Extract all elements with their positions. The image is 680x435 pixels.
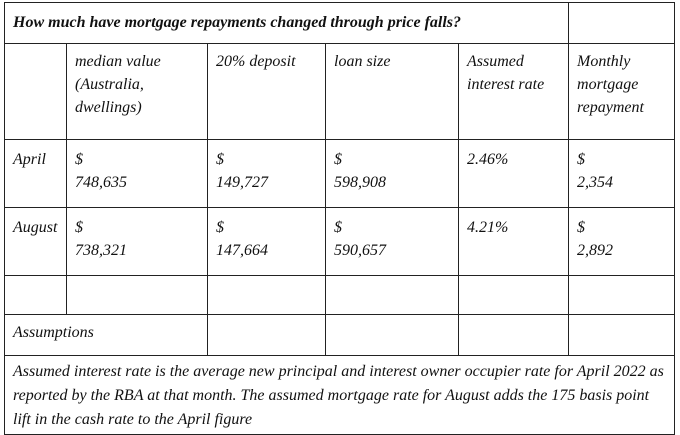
repayment-cell: $2,354	[568, 139, 676, 208]
interest-rate-cell: 2.46%	[457, 139, 570, 208]
title-empty-cell	[568, 2, 676, 44]
assumptions-note: Assumed interest rate is the average new…	[3, 355, 676, 435]
note-row: Assumed interest rate is the average new…	[3, 355, 676, 435]
header-monthly-repayment: Monthly mortgage repayment	[568, 43, 676, 140]
empty-cell	[66, 275, 208, 315]
empty-row	[4, 275, 676, 315]
currency-symbol: $	[216, 151, 224, 168]
loan-cell: $598,908	[325, 139, 459, 208]
median-value-cell: $748,635	[66, 139, 208, 208]
header-interest-rate: Assumed interest rate	[457, 43, 570, 140]
row-label: August	[4, 207, 67, 276]
empty-cell	[207, 275, 326, 315]
header-loan-size: loan size	[325, 43, 459, 140]
empty-cell	[457, 314, 570, 356]
deposit-cell: $147,664	[207, 207, 326, 276]
header-row: median value (Australia, dwellings) 20% …	[4, 43, 676, 140]
repayment-cell: $2,892	[568, 207, 676, 276]
assumptions-label: Assumptions	[4, 314, 208, 356]
deposit-value: 147,664	[216, 242, 268, 259]
empty-cell	[4, 275, 67, 315]
currency-symbol: $	[334, 151, 342, 168]
loan-value: 598,908	[334, 174, 386, 191]
row-label: April	[4, 139, 67, 208]
currency-symbol: $	[75, 151, 83, 168]
empty-cell	[568, 275, 676, 315]
table-row: April $748,635 $149,727 $598,908 2.46% $…	[4, 139, 676, 208]
median-value: 738,321	[75, 242, 127, 259]
repayment-value: 2,354	[577, 174, 614, 191]
currency-symbol: $	[75, 219, 83, 236]
currency-symbol: $	[334, 219, 342, 236]
repayment-value: 2,892	[577, 242, 614, 259]
table-row: August $738,321 $147,664 $590,657 4.21% …	[4, 207, 676, 276]
empty-cell	[207, 314, 326, 356]
header-deposit: 20% deposit	[207, 43, 326, 140]
deposit-cell: $149,727	[207, 139, 326, 208]
median-value: 748,635	[75, 174, 127, 191]
currency-symbol: $	[216, 219, 224, 236]
empty-cell	[325, 314, 459, 356]
median-value-cell: $738,321	[66, 207, 208, 276]
table-title: How much have mortgage repayments change…	[3, 2, 570, 44]
assumptions-row: Assumptions	[4, 314, 676, 356]
mortgage-table: How much have mortgage repayments change…	[3, 2, 676, 435]
header-median-value: median value (Australia, dwellings)	[66, 43, 208, 140]
empty-cell	[325, 275, 459, 315]
deposit-value: 149,727	[216, 174, 268, 191]
loan-cell: $590,657	[325, 207, 459, 276]
currency-symbol: $	[577, 151, 586, 168]
loan-value: 590,657	[334, 242, 386, 259]
empty-cell	[568, 314, 676, 356]
currency-symbol: $	[577, 219, 586, 236]
interest-rate-cell: 4.21%	[457, 207, 570, 276]
header-empty-cell	[4, 43, 67, 140]
empty-cell	[457, 275, 570, 315]
